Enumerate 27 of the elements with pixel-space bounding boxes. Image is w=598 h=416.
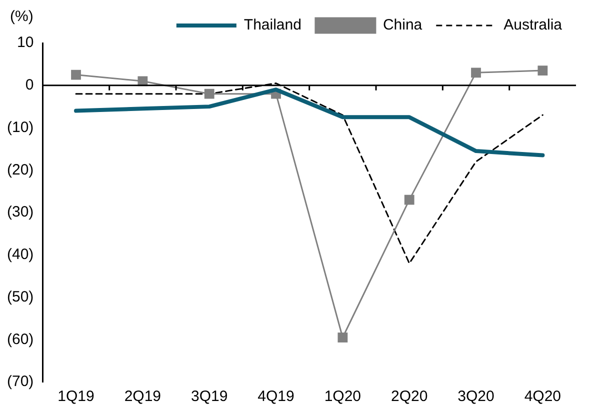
point bbox=[404, 194, 414, 205]
x-tick-label: 1Q20 bbox=[324, 388, 362, 406]
y-tick-label: (40) bbox=[6, 246, 34, 264]
x-tick-label: 4Q20 bbox=[524, 388, 562, 406]
legend-label: China bbox=[382, 16, 423, 34]
y-tick-label: 10 bbox=[16, 34, 34, 52]
y-tick-label: (60) bbox=[6, 330, 34, 348]
point bbox=[338, 332, 348, 342]
legend-label: Australia bbox=[504, 16, 563, 34]
legend-label: Thailand bbox=[244, 16, 302, 34]
point bbox=[71, 70, 81, 80]
y-tick-label: (10) bbox=[6, 118, 34, 136]
y-tick-label: (20) bbox=[6, 161, 34, 178]
y-tick-label: (30) bbox=[6, 204, 34, 221]
y-tick-label: (50) bbox=[6, 288, 34, 306]
y-axis-title: (%) bbox=[10, 8, 34, 25]
x-tick-label: 2Q19 bbox=[124, 388, 162, 406]
x-tick-label: 3Q20 bbox=[458, 388, 494, 406]
x-tick-label: 2Q20 bbox=[390, 388, 428, 406]
x-tick-label: 4Q19 bbox=[258, 388, 294, 406]
x-tick-label: 1Q19 bbox=[58, 388, 94, 406]
x-tick-label: 3Q19 bbox=[190, 388, 228, 406]
y-tick-label: 0 bbox=[25, 76, 34, 94]
y-tick-label: (70) bbox=[6, 373, 34, 390]
point bbox=[204, 88, 214, 99]
point bbox=[538, 66, 548, 76]
point bbox=[471, 68, 481, 78]
